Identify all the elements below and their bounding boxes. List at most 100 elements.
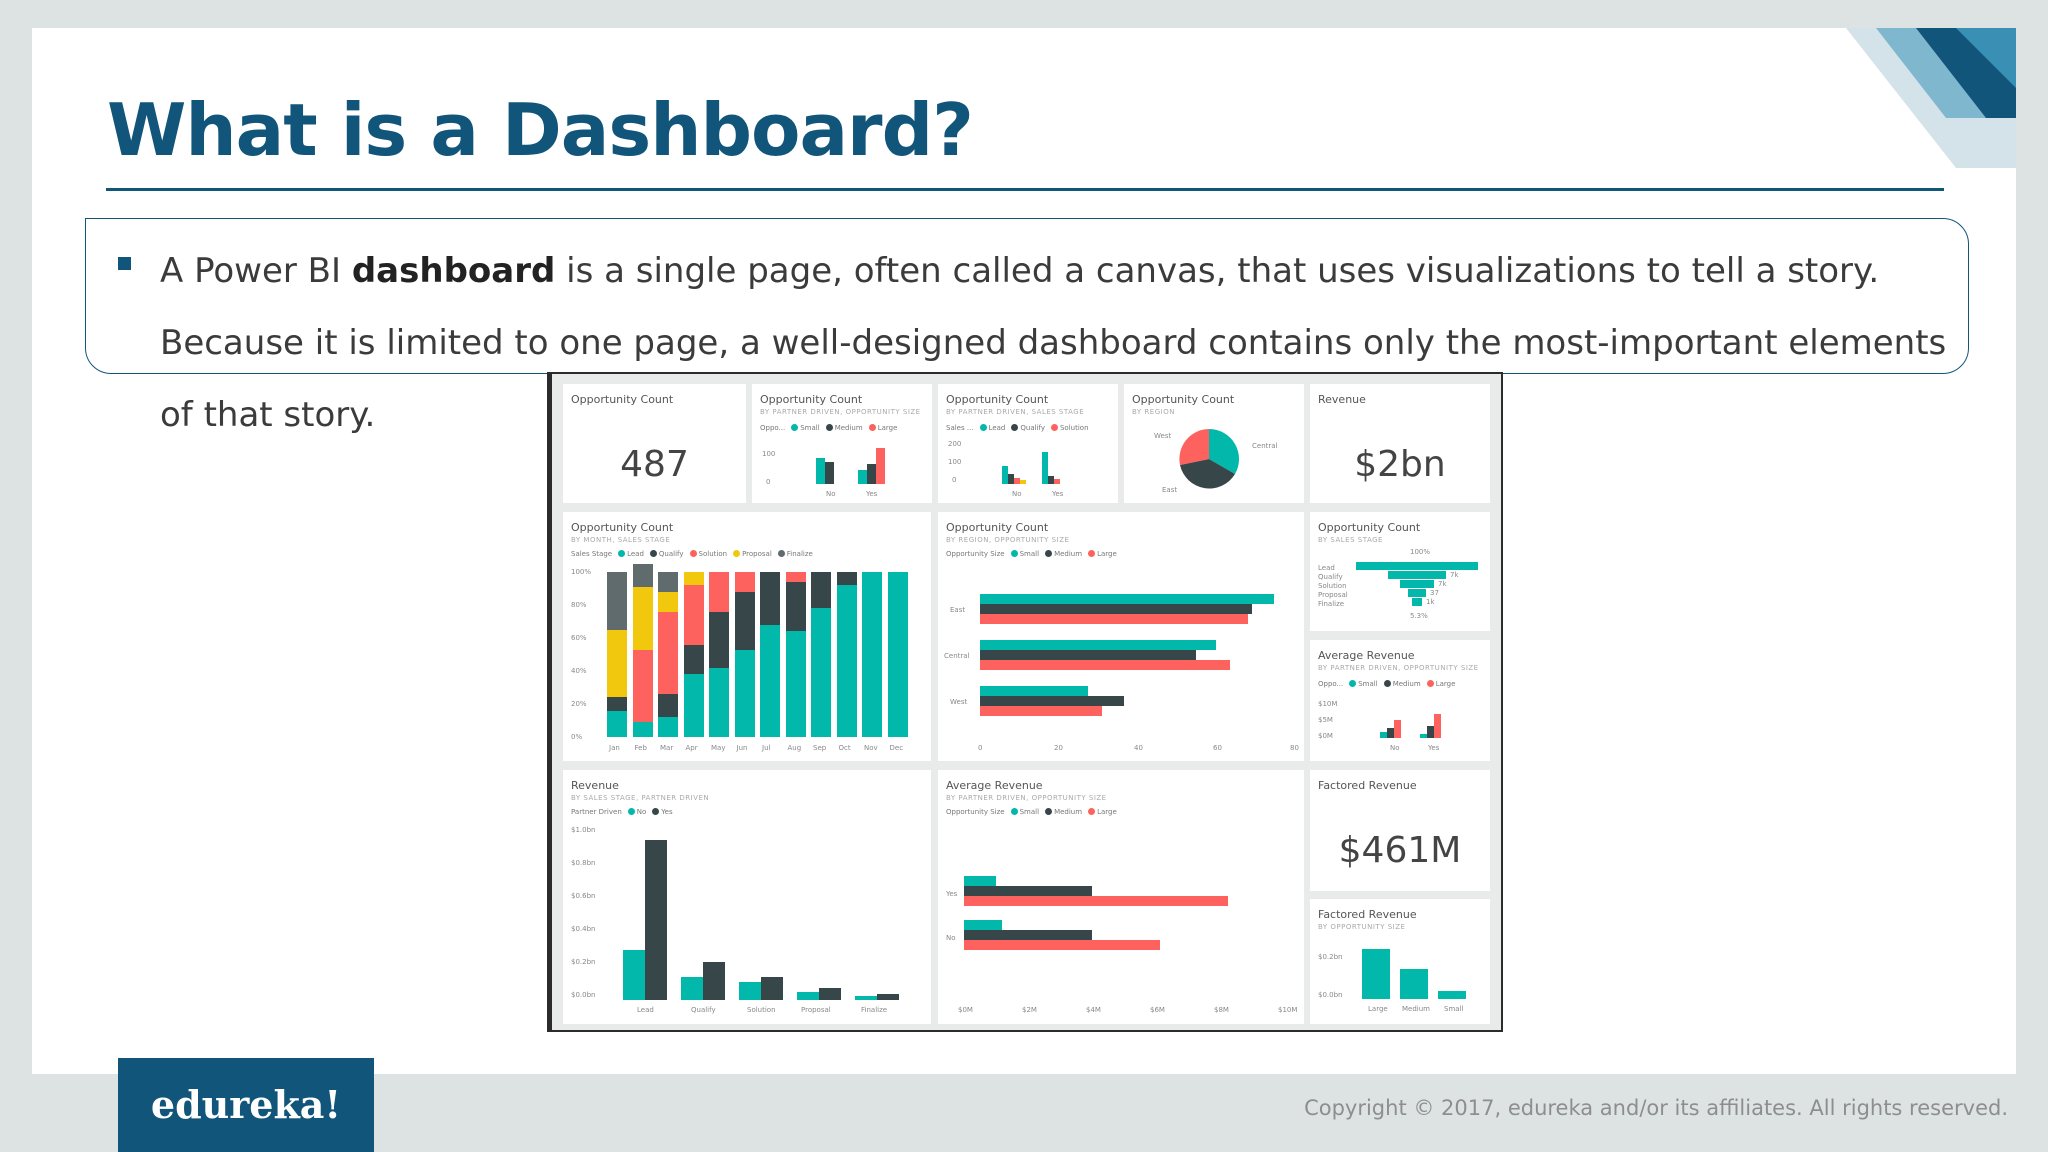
y-tick: 80%: [571, 601, 587, 609]
x-tick: Jan: [609, 744, 620, 752]
corner-decoration: [1846, 28, 2016, 168]
stack-segment: [658, 717, 678, 737]
x-tick: Sep: [813, 744, 827, 752]
x-tick: Lead: [637, 1006, 654, 1014]
x-tick: Aug: [787, 744, 802, 752]
x-tick: Large: [1368, 1005, 1388, 1013]
tile-opportunity-by-region-size: Opportunity Count BY REGION, OPPORTUNITY…: [938, 512, 1304, 761]
tile-title: Opportunity Count: [1132, 393, 1235, 406]
tile-subtitle: BY SALES STAGE, PARTNER DRIVEN: [571, 794, 710, 802]
x-tick: Oct: [838, 744, 851, 752]
stack-segment: [760, 624, 780, 737]
category-label: East: [950, 606, 966, 614]
x-tick: 60: [1213, 744, 1222, 752]
tile-title: Revenue: [571, 779, 619, 792]
stack-segment: [836, 572, 857, 586]
category-label: Central: [944, 652, 970, 660]
x-tick: Mar: [660, 744, 674, 752]
pie-label: West: [1154, 432, 1172, 440]
stack-segment: [632, 586, 653, 650]
y-tick: $0M: [1318, 732, 1333, 740]
y-tick: 0: [766, 478, 771, 486]
x-tick: 40: [1134, 744, 1143, 752]
stack-segment: [658, 694, 678, 718]
x-tick: Solution: [747, 1006, 776, 1014]
x-tick: Nov: [864, 744, 878, 752]
x-tick: $0M: [958, 1006, 973, 1014]
stack-segment: [658, 591, 678, 612]
funnel-value: 5.3%: [1410, 612, 1428, 620]
paragraph: A Power BI dashboard is a single page, o…: [160, 235, 1950, 451]
y-tick: $0.4bn: [571, 925, 596, 933]
bullet-icon: [118, 257, 131, 270]
legend: Opportunity Size Small Medium Large: [946, 808, 1117, 816]
text-box: A Power BI dashboard is a single page, o…: [85, 218, 1969, 435]
x-tick: Qualify: [691, 1006, 716, 1014]
tile-opportunity-funnel: Opportunity Count BY SALES STAGE Lead Qu…: [1310, 512, 1490, 631]
stack-segment: [709, 611, 729, 668]
title-divider: [106, 188, 1944, 191]
tile-factored-revenue-kpi: Factored Revenue $461M: [1310, 770, 1490, 891]
y-tick: $0.2bn: [571, 958, 596, 966]
x-tick: No: [1012, 490, 1022, 498]
stack-segment: [658, 611, 678, 695]
stack-segment: [683, 585, 704, 645]
legend: Partner Driven No Yes: [571, 808, 673, 816]
tile-title: Opportunity Count: [571, 393, 674, 406]
stack-segment: [811, 608, 831, 737]
x-tick: Yes: [866, 490, 878, 498]
stack-segment: [607, 697, 627, 711]
y-tick: 200: [948, 440, 962, 448]
legend: Oppo... Small Medium Large: [1318, 680, 1456, 688]
x-tick: No: [1390, 744, 1400, 752]
x-tick: Small: [1444, 1005, 1464, 1013]
x-tick: No: [826, 490, 836, 498]
stack-segment: [683, 674, 704, 737]
stack-segment: [887, 572, 908, 737]
category-label: West: [950, 698, 968, 706]
y-tick: 40%: [571, 667, 587, 675]
x-tick: 80: [1290, 744, 1299, 752]
dashboard-image: Opportunity Count 487 Opportunity Count …: [547, 372, 1503, 1032]
stack-segment: [683, 644, 704, 675]
tile-opportunity-by-region-pie: Opportunity Count BY REGION West Central…: [1124, 384, 1304, 503]
y-tick: $10M: [1318, 700, 1338, 708]
funnel-value: 7k: [1450, 571, 1459, 579]
tile-opportunity-by-partner-stage: Opportunity Count BY PARTNER DRIVEN, SAL…: [938, 384, 1118, 503]
funnel-label: Qualify: [1318, 573, 1343, 581]
y-tick: 100: [948, 458, 962, 466]
y-tick: 0: [952, 476, 957, 484]
funnel-value: 1k: [1426, 598, 1435, 606]
paragraph-end: is a single page, often called a canvas,…: [160, 251, 1947, 435]
stack-segment: [862, 572, 882, 737]
tile-average-revenue-horizontal: Average Revenue BY PARTNER DRIVEN, OPPOR…: [938, 770, 1304, 1024]
funnel-label: Finalize: [1318, 600, 1345, 608]
x-tick: 0: [978, 744, 983, 752]
x-tick: $8M: [1214, 1006, 1229, 1014]
x-tick: $2M: [1022, 1006, 1037, 1014]
tile-subtitle: BY PARTNER DRIVEN, OPPORTUNITY SIZE: [760, 408, 921, 416]
stack-segment: [709, 572, 729, 612]
stack-segment: [760, 572, 780, 625]
legend: Oppo... Small Medium Large: [760, 424, 898, 432]
tile-title: Opportunity Count: [946, 393, 1049, 406]
kpi-value: $461M: [1338, 830, 1462, 871]
tile-subtitle: BY OPPORTUNITY SIZE: [1318, 923, 1406, 931]
tile-subtitle: BY SALES STAGE: [1318, 536, 1383, 544]
stack-segment: [607, 572, 627, 630]
x-tick: Yes: [1052, 490, 1064, 498]
stack-segment: [607, 629, 627, 698]
tile-revenue-by-stage: Revenue BY SALES STAGE, PARTNER DRIVEN P…: [563, 770, 931, 1024]
stack-segment: [658, 572, 678, 592]
x-tick: $4M: [1086, 1006, 1101, 1014]
x-tick: 20: [1054, 744, 1063, 752]
tile-average-revenue-small: Average Revenue BY PARTNER DRIVEN, OPPOR…: [1310, 640, 1490, 761]
y-tick: 100%: [571, 568, 592, 576]
y-tick: $0.8bn: [571, 859, 596, 867]
tile-title: Revenue: [1318, 393, 1366, 406]
tile-subtitle: BY PARTNER DRIVEN, OPPORTUNITY SIZE: [946, 794, 1107, 802]
x-tick: Jul: [762, 744, 771, 752]
y-tick: $0.2bn: [1318, 953, 1343, 961]
funnel-value: 7k: [1438, 580, 1447, 588]
x-tick: $6M: [1150, 1006, 1165, 1014]
